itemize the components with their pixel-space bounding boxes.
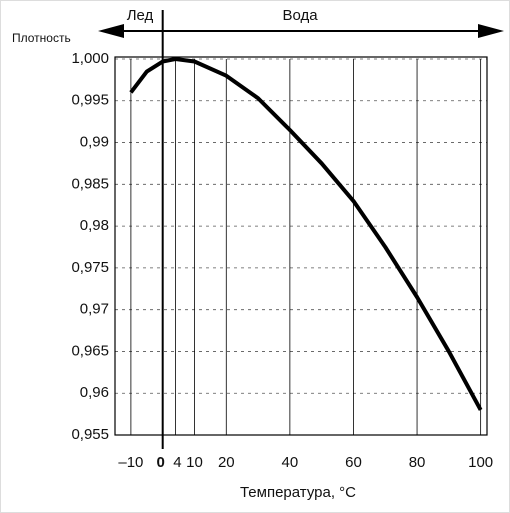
y-tick-label: 0,955 (71, 426, 109, 443)
x-tick-label: 0 (157, 454, 165, 471)
x-tick-label: 80 (409, 454, 426, 471)
x-tick-label: 10 (186, 454, 203, 471)
x-tick-label: 60 (345, 454, 362, 471)
x-tick-label: 4 (173, 454, 181, 471)
arrow-head (478, 24, 504, 38)
y-tick-label: 1,000 (71, 50, 109, 67)
y-tick-label: 0,96 (80, 384, 109, 401)
region-label: Лед (127, 7, 154, 24)
y-tick-label: 0,98 (80, 217, 109, 234)
line (129, 57, 483, 411)
x-axis-label: Температура, °C (240, 484, 356, 501)
y-tick-label: 0,985 (71, 175, 109, 192)
x-tick-label: 100 (468, 454, 493, 471)
y-tick-label: 0,975 (71, 259, 109, 276)
y-tick-label: 0,965 (71, 342, 109, 359)
region-label: Вода (282, 7, 318, 24)
y-tick-label: 0,97 (80, 301, 109, 318)
y-tick-label: 0,99 (80, 134, 109, 151)
arrow-head (98, 24, 124, 38)
y-tick-label: 0,995 (71, 92, 109, 109)
y-axis-label: Плотность (12, 31, 71, 45)
x-tick-label: 20 (218, 454, 235, 471)
plot-border (114, 56, 488, 436)
x-tick-label: 40 (282, 454, 299, 471)
x-tick-label: –10 (118, 454, 143, 471)
